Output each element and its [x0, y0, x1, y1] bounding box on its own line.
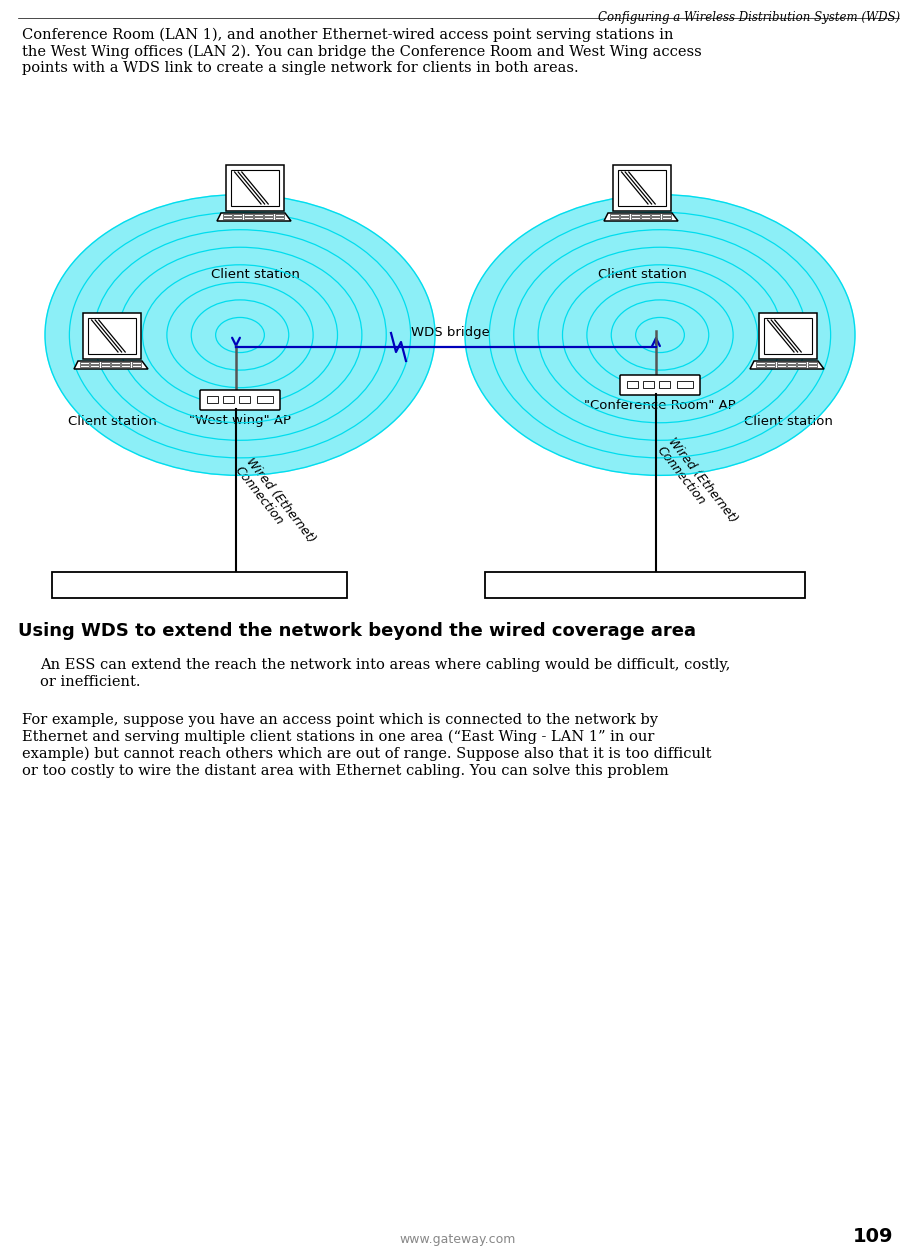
Bar [641, 217, 650, 219]
Bar [239, 396, 250, 402]
Text: or inefficient.: or inefficient. [40, 675, 140, 689]
Bar [651, 214, 660, 215]
Polygon shape [759, 313, 817, 360]
Text: Client station: Client station [598, 268, 687, 282]
Polygon shape [88, 318, 136, 354]
Ellipse shape [45, 195, 435, 475]
Polygon shape [764, 318, 812, 354]
Bar [767, 362, 775, 363]
Bar [111, 365, 120, 367]
Polygon shape [74, 361, 148, 370]
Text: "Conference Room" AP: "Conference Room" AP [584, 398, 735, 412]
Bar [254, 217, 263, 219]
Text: WDS bridge: WDS bridge [411, 326, 490, 339]
Bar [264, 217, 273, 219]
Bar [91, 365, 99, 367]
Polygon shape [618, 170, 666, 206]
Bar [610, 217, 619, 219]
Bar [485, 572, 805, 598]
Bar [91, 362, 99, 363]
Bar [777, 365, 786, 367]
Bar [631, 214, 639, 215]
Bar [132, 362, 140, 363]
Text: Configuring a Wireless Distribution System (WDS): Configuring a Wireless Distribution Syst… [598, 11, 900, 24]
Bar [132, 365, 140, 367]
Text: Wired (Ethernet)
Connection: Wired (Ethernet) Connection [654, 435, 740, 534]
Polygon shape [613, 165, 671, 211]
Bar [111, 362, 120, 363]
Polygon shape [231, 170, 279, 206]
Bar [275, 217, 283, 219]
Bar [641, 214, 650, 215]
FancyBboxPatch shape [200, 390, 280, 410]
Bar [677, 381, 693, 387]
Text: the West Wing offices (LAN 2). You can bridge the Conference Room and West Wing : the West Wing offices (LAN 2). You can b… [22, 44, 702, 59]
Text: "West wing" AP: "West wing" AP [189, 414, 291, 427]
Bar [631, 217, 639, 219]
Polygon shape [750, 361, 824, 370]
Text: 109: 109 [853, 1227, 893, 1246]
Bar [798, 362, 806, 363]
Text: Ethernet and serving multiple client stations in one area (“East Wing - LAN 1” i: Ethernet and serving multiple client sta… [22, 730, 655, 744]
Text: Client station: Client station [744, 415, 833, 427]
Text: LAN segment 2: LAN segment 2 [147, 578, 252, 592]
Bar [659, 381, 670, 387]
Text: points with a WDS link to create a single network for clients in both areas.: points with a WDS link to create a singl… [22, 62, 579, 75]
Bar [121, 365, 130, 367]
Bar [787, 362, 796, 363]
Polygon shape [217, 212, 291, 221]
Bar [121, 362, 130, 363]
Bar [808, 365, 816, 367]
Text: Client station: Client station [211, 268, 300, 282]
Bar [798, 365, 806, 367]
Bar [101, 362, 109, 363]
Text: An ESS can extend the reach the network into areas where cabling would be diffic: An ESS can extend the reach the network … [40, 657, 730, 672]
Bar [223, 214, 232, 215]
Text: Wired (Ethernet)
Connection: Wired (Ethernet) Connection [232, 455, 318, 554]
Polygon shape [83, 313, 141, 360]
Bar [610, 214, 619, 215]
Text: Using WDS to extend the network beyond the wired coverage area: Using WDS to extend the network beyond t… [18, 622, 696, 640]
Polygon shape [226, 165, 284, 211]
Polygon shape [604, 212, 678, 221]
Bar [257, 396, 273, 402]
Bar [223, 217, 232, 219]
Text: LAN segment 1: LAN segment 1 [591, 578, 698, 592]
Bar [620, 214, 629, 215]
Bar [244, 217, 252, 219]
Bar [223, 396, 234, 402]
Bar [756, 362, 765, 363]
Text: example) but cannot reach others which are out of range. Suppose also that it is: example) but cannot reach others which a… [22, 747, 712, 762]
Bar [643, 381, 654, 387]
Bar [777, 362, 786, 363]
Bar [662, 217, 670, 219]
Bar [808, 362, 816, 363]
Bar [80, 365, 89, 367]
Bar [620, 217, 629, 219]
Bar [264, 214, 273, 215]
Bar [207, 396, 218, 402]
Bar [767, 365, 775, 367]
Bar [651, 217, 660, 219]
Bar [233, 214, 242, 215]
Ellipse shape [465, 195, 855, 475]
Bar [52, 572, 347, 598]
Bar [254, 214, 263, 215]
Bar [662, 214, 670, 215]
Bar [756, 365, 765, 367]
Text: www.gateway.com: www.gateway.com [400, 1233, 516, 1246]
Bar [101, 365, 109, 367]
Text: Client station: Client station [68, 415, 157, 427]
Text: or too costly to wire the distant area with Ethernet cabling. You can solve this: or too costly to wire the distant area w… [22, 764, 668, 778]
Text: Conference Room (LAN 1), and another Ethernet-wired access point serving station: Conference Room (LAN 1), and another Eth… [22, 28, 673, 43]
Bar [80, 362, 89, 363]
Text: For example, suppose you have an access point which is connected to the network : For example, suppose you have an access … [22, 713, 658, 727]
Bar [787, 365, 796, 367]
Bar [275, 214, 283, 215]
Bar [627, 381, 638, 387]
Bar [233, 217, 242, 219]
Bar [244, 214, 252, 215]
FancyBboxPatch shape [620, 375, 700, 395]
